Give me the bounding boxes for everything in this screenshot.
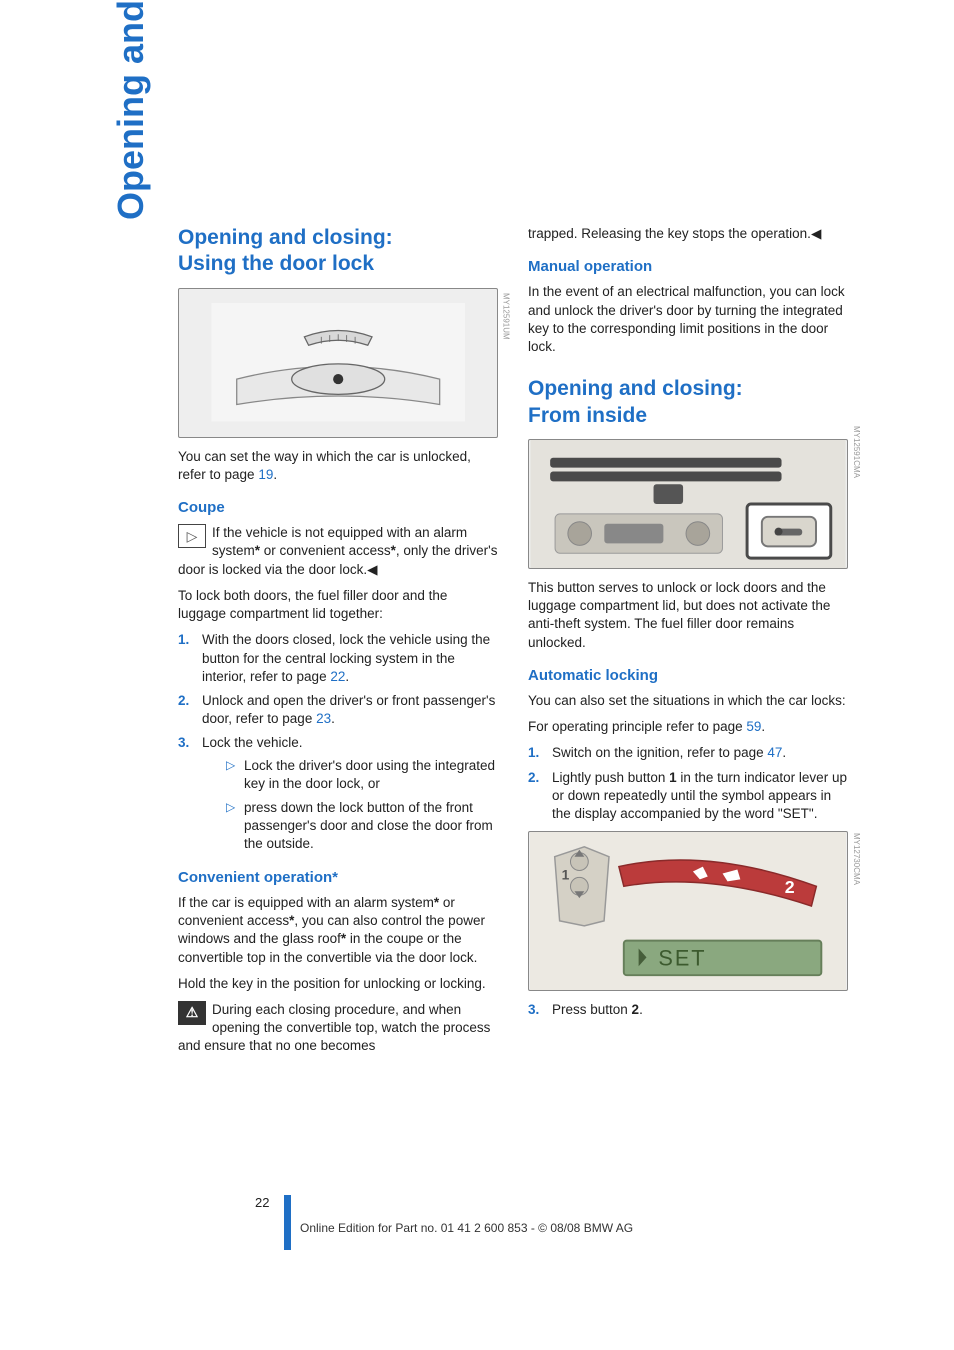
page-ref-link[interactable]: 59 xyxy=(746,719,761,734)
paragraph: You can set the way in which the car is … xyxy=(178,448,498,484)
paragraph: For operating principle refer to page 59… xyxy=(528,718,848,736)
right-column: trapped. Releasing the key stops the ope… xyxy=(528,225,848,1064)
text: Lightly push button xyxy=(552,770,669,785)
text: or convenient access xyxy=(260,543,391,558)
heading-line: From inside xyxy=(528,404,647,427)
text: . xyxy=(639,1002,643,1017)
figure-set-display: 1 2 SET MY12730CMA xyxy=(528,831,848,991)
warning-icon: ⚠ xyxy=(178,1001,206,1025)
subheading-convenient: Convenient operation* xyxy=(178,868,498,888)
heading-line: Opening and closing: xyxy=(178,226,393,249)
subheading-coupe: Coupe xyxy=(178,498,498,518)
list-item: Lock the vehicle. Lock the driver's door… xyxy=(178,734,498,853)
footer-text: Online Edition for Part no. 01 41 2 600 … xyxy=(300,1221,633,1235)
page-number: 22 xyxy=(255,1195,269,1210)
list-item: Lightly push button 1 in the turn indica… xyxy=(528,769,848,824)
set-display-illustration: 1 2 SET xyxy=(529,832,847,990)
text: For operating principle refer to page xyxy=(528,719,746,734)
text: . xyxy=(273,467,277,482)
text: If the car is equipped with an alarm sys… xyxy=(178,895,434,910)
end-marker: ◀ xyxy=(811,226,821,241)
list-item: Press button 2. xyxy=(528,1001,848,1019)
ordered-list: Switch on the ignition, refer to page 47… xyxy=(528,744,848,823)
sub-list: Lock the driver's door using the integra… xyxy=(226,757,498,854)
section-side-tab: Opening and closing xyxy=(110,0,152,220)
heading-from-inside: Opening and closing: From inside xyxy=(528,376,848,429)
warning-note: ⚠ During each closing procedure, and whe… xyxy=(178,1001,498,1056)
text: . xyxy=(782,745,786,760)
text: . xyxy=(761,719,765,734)
list-item: With the doors closed, lock the vehicle … xyxy=(178,631,498,686)
page-ref-link[interactable]: 22 xyxy=(330,669,345,684)
paragraph: In the event of an electrical malfunctio… xyxy=(528,283,848,356)
figure-code: MY12730CMA xyxy=(850,833,861,885)
paragraph: trapped. Releasing the key stops the ope… xyxy=(528,225,848,243)
heading-line: Using the door lock xyxy=(178,252,374,275)
left-column: Opening and closing: Using the door lock xyxy=(178,225,498,1064)
paragraph: To lock both doors, the fuel filler door… xyxy=(178,587,498,623)
text: During each closing procedure, and when … xyxy=(178,1002,490,1053)
list-item: Lock the driver's door using the integra… xyxy=(226,757,498,793)
content-columns: Opening and closing: Using the door lock xyxy=(178,225,848,1064)
text: Press button xyxy=(552,1002,632,1017)
note-icon: ▷ xyxy=(178,524,206,548)
text: Lock the vehicle. xyxy=(202,735,303,750)
page-ref-link[interactable]: 19 xyxy=(258,467,273,482)
figure-door-handle: MY12591UM xyxy=(178,288,498,438)
text: You can set the way in which the car is … xyxy=(178,449,471,482)
text: . xyxy=(331,711,335,726)
button-number: 2 xyxy=(632,1002,640,1017)
list-item: press down the lock button of the front … xyxy=(226,799,498,854)
heading-door-lock: Opening and closing: Using the door lock xyxy=(178,225,498,278)
text: . xyxy=(345,669,349,684)
note-coupe: ▷ If the vehicle is not equipped with an… xyxy=(178,524,498,579)
list-item: Unlock and open the driver's or front pa… xyxy=(178,692,498,728)
figure-code: MY12591CMA xyxy=(850,426,861,478)
text: trapped. Releasing the key stops the ope… xyxy=(528,226,811,241)
ordered-list-continued: Press button 2. xyxy=(528,1001,848,1019)
paragraph: You can also set the situations in which… xyxy=(528,692,848,710)
subheading-manual: Manual operation xyxy=(528,257,848,277)
list-item: Switch on the ignition, refer to page 47… xyxy=(528,744,848,762)
paragraph: If the car is equipped with an alarm sys… xyxy=(178,894,498,967)
heading-line: Opening and closing: xyxy=(528,377,743,400)
page-ref-link[interactable]: 23 xyxy=(316,711,331,726)
page-ref-link[interactable]: 47 xyxy=(767,745,782,760)
svg-text:SET: SET xyxy=(658,946,706,971)
ordered-list: With the doors closed, lock the vehicle … xyxy=(178,631,498,853)
end-marker: ◀ xyxy=(367,562,377,577)
text: Unlock and open the driver's or front pa… xyxy=(202,693,495,726)
paragraph: This button serves to unlock or lock doo… xyxy=(528,579,848,652)
dashboard-illustration xyxy=(529,440,847,568)
page-number-bar xyxy=(284,1195,291,1250)
page-container: Opening and closing Opening and closing:… xyxy=(0,0,954,1350)
door-handle-illustration xyxy=(211,303,465,421)
subheading-automatic: Automatic locking xyxy=(528,666,848,686)
svg-text:1: 1 xyxy=(562,867,570,883)
figure-dashboard: MY12591CMA xyxy=(528,439,848,569)
button-number: 1 xyxy=(669,770,677,785)
figure-code: MY12591UM xyxy=(500,292,511,339)
svg-text:2: 2 xyxy=(785,878,795,898)
paragraph: Hold the key in the position for unlocki… xyxy=(178,975,498,993)
text: Switch on the ignition, refer to page xyxy=(552,745,767,760)
